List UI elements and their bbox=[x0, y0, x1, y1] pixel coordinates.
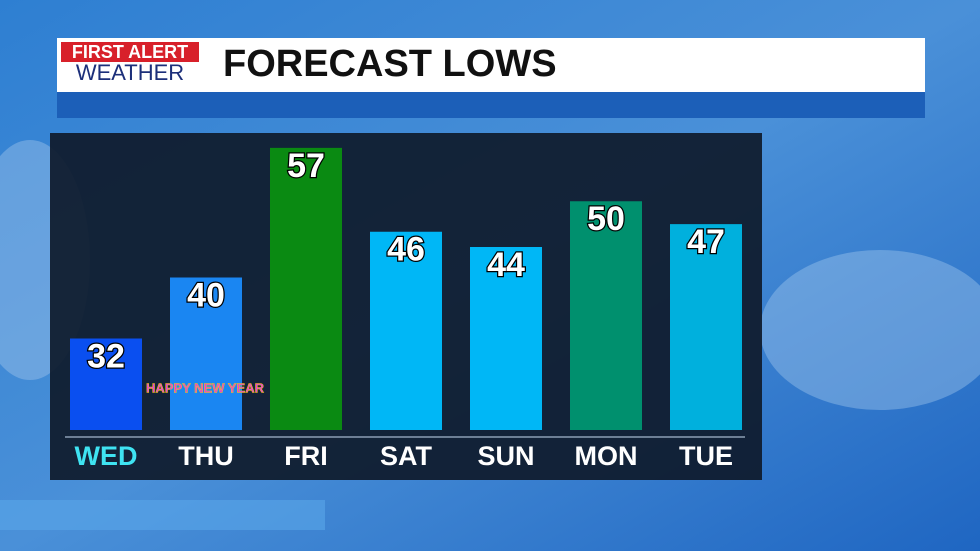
header-strip bbox=[57, 92, 925, 118]
brand: FIRST ALERT bbox=[72, 42, 188, 62]
bar bbox=[370, 231, 442, 430]
brand-box bbox=[61, 42, 199, 62]
chart-title: FORECAST LOWS bbox=[223, 43, 557, 85]
bar bbox=[170, 277, 242, 430]
bar bbox=[270, 147, 342, 430]
value-label: 47 bbox=[687, 223, 725, 261]
bar bbox=[470, 247, 542, 430]
value-label: 57 bbox=[287, 147, 325, 185]
cloud bbox=[760, 250, 980, 410]
bar bbox=[570, 201, 642, 430]
bar bbox=[670, 224, 742, 430]
header bbox=[57, 38, 925, 92]
bar bbox=[70, 338, 142, 430]
x-tick-label: FRI bbox=[284, 441, 328, 471]
value-label: 46 bbox=[387, 231, 425, 269]
value-label: 32 bbox=[87, 337, 125, 375]
x-tick-label: SAT bbox=[380, 441, 433, 471]
x-tick-label: THU bbox=[178, 441, 234, 471]
value-label: 40 bbox=[187, 276, 225, 314]
annotation: HAPPY NEW YEAR bbox=[146, 380, 265, 395]
brand: WEATHER bbox=[76, 60, 184, 85]
stripe bbox=[0, 500, 325, 530]
x-tick-label: TUE bbox=[679, 441, 733, 471]
x-tick-label: SUN bbox=[477, 441, 534, 471]
x-tick-label: MON bbox=[575, 441, 638, 471]
value-label: 50 bbox=[587, 200, 625, 238]
x-tick-label: WED bbox=[75, 441, 138, 471]
value-label: 44 bbox=[487, 246, 525, 284]
